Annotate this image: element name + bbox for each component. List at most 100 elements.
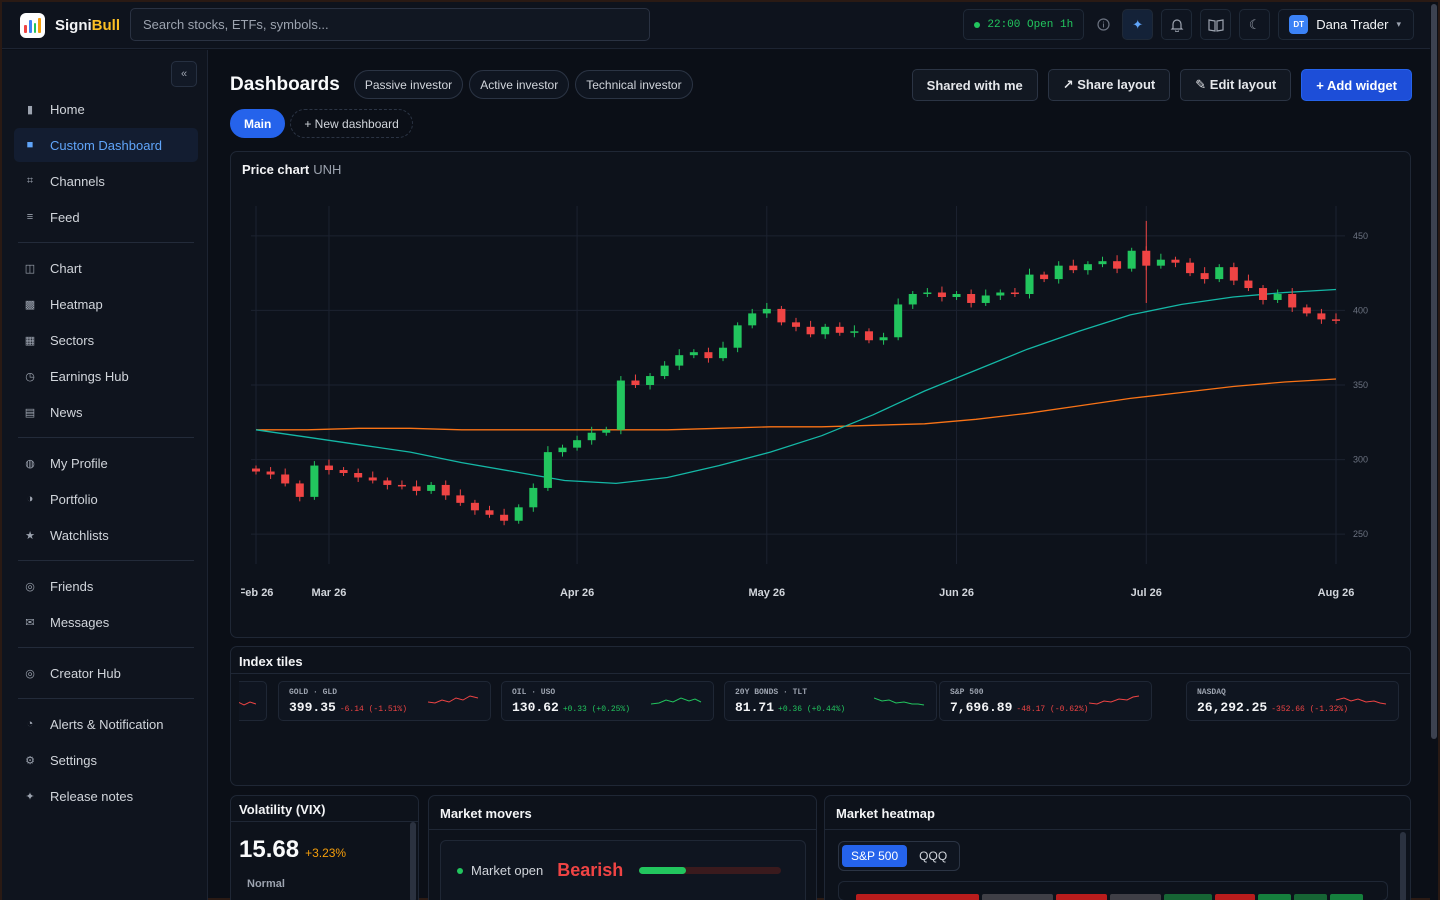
candle-body bbox=[1156, 259, 1165, 266]
candle-body bbox=[339, 470, 348, 474]
heatmap-cell[interactable] bbox=[1330, 894, 1363, 900]
collapse-sidebar-button[interactable]: « bbox=[171, 61, 197, 87]
sidebar-item-messages[interactable]: ✉ Messages bbox=[14, 605, 198, 639]
sentiment-bar bbox=[639, 867, 782, 874]
candle-body bbox=[646, 376, 655, 385]
candle-body bbox=[1127, 250, 1136, 269]
candle-body bbox=[806, 326, 815, 335]
sidebar-item-friends[interactable]: ◎ Friends bbox=[14, 569, 198, 603]
candle-body bbox=[937, 292, 946, 297]
logo-icon bbox=[20, 13, 45, 38]
sidebar-item-watchlists[interactable]: ★ Watchlists bbox=[14, 518, 198, 552]
moving-average-teal bbox=[255, 288, 1337, 485]
sidebar-item-label: Settings bbox=[50, 752, 97, 768]
preset-passive-investor[interactable]: Passive investor bbox=[353, 70, 464, 99]
market-open-dot bbox=[457, 867, 463, 874]
price-chart[interactable]: 250 300 350 400 450 Feb 26 Mar 26 Apr 26 May 26 J… bbox=[241, 192, 1401, 632]
settings-gear-icon: ⚙ bbox=[25, 754, 35, 767]
index-tile[interactable]: NASDAQ 26,292.25 -352.66 (-1.32%) bbox=[1186, 681, 1399, 721]
dashboard-icon: ■ bbox=[26, 139, 34, 151]
heatmap-cell[interactable] bbox=[982, 894, 1053, 900]
sparkline-icon bbox=[874, 697, 925, 706]
market-time-text: 22:00 Open 1h bbox=[987, 18, 1074, 31]
sidebar-item-earnings-hub[interactable]: ◷ Earnings Hub bbox=[14, 359, 198, 393]
sidebar-item-creator-hub[interactable]: ◎ Creator Hub bbox=[14, 656, 198, 690]
preset-technical-investor[interactable]: Technical investor bbox=[575, 70, 693, 99]
candle-body bbox=[441, 484, 450, 496]
heatmap-scrollbar[interactable] bbox=[1400, 832, 1406, 900]
vix-scrollbar[interactable] bbox=[410, 822, 416, 900]
heatmap-cell[interactable] bbox=[1215, 894, 1255, 900]
share-layout-button[interactable]: ↗ Share layout bbox=[1047, 69, 1171, 101]
heatmap-option-sp500[interactable]: S&P 500 bbox=[842, 845, 908, 867]
info-icon[interactable] bbox=[1092, 9, 1114, 40]
sidebar-item-sectors[interactable]: ▦ Sectors bbox=[14, 323, 198, 357]
sidebar-item-release-notes[interactable]: ✦ Release notes bbox=[14, 779, 198, 813]
book-icon[interactable] bbox=[1200, 9, 1232, 40]
sidebar-item-alerts-notification[interactable]: ◔ Alerts & Notification bbox=[14, 707, 198, 741]
candle-body bbox=[1113, 261, 1122, 269]
tile-name: S&P 500 bbox=[950, 688, 984, 697]
sidebar-item-portfolio[interactable]: ◑ Portfolio bbox=[14, 482, 198, 516]
candle-body bbox=[543, 452, 552, 488]
heatmap-cell[interactable] bbox=[1294, 894, 1327, 900]
shared-with-me-button[interactable]: Shared with me bbox=[911, 69, 1038, 101]
release-notes-icon: ✦ bbox=[25, 790, 35, 803]
sidebar-item-home[interactable]: ▮ Home bbox=[14, 92, 198, 126]
search-input[interactable]: Search stocks, ETFs, symbols... bbox=[130, 8, 650, 41]
candle-body bbox=[1317, 313, 1326, 320]
market-sentiment: Bearish bbox=[557, 860, 624, 880]
index-tile[interactable]: S&P 500 7,696.89 -48.17 (-0.62%) bbox=[939, 681, 1152, 721]
user-menu[interactable]: DT Dana Trader ▾ bbox=[1278, 9, 1414, 40]
candle-body bbox=[1200, 273, 1209, 280]
heatmap-cell[interactable] bbox=[856, 894, 979, 900]
page-scrollbar[interactable] bbox=[1430, 2, 1438, 900]
sentiment-bar-fill bbox=[639, 867, 687, 874]
bell-icon[interactable] bbox=[1161, 9, 1193, 40]
sidebar-item-feed[interactable]: ≡ Feed bbox=[14, 200, 198, 234]
candle-body bbox=[1040, 274, 1049, 280]
sidebar-item-chart[interactable]: ◫ Chart bbox=[14, 251, 198, 285]
sidebar-item-label: Sectors bbox=[50, 332, 95, 348]
vix-title: Volatility (VIX) bbox=[239, 802, 326, 817]
heatmap-cell[interactable] bbox=[1056, 894, 1107, 900]
sidebar-item-channels[interactable]: ⌗ Channels bbox=[14, 164, 198, 198]
moon-icon[interactable]: ☾ bbox=[1239, 9, 1271, 40]
heatmap-cell[interactable] bbox=[1258, 894, 1291, 900]
new-dashboard-button[interactable]: + New dashboard bbox=[290, 109, 413, 138]
ai-sparkle-icon[interactable]: ✦ bbox=[1122, 9, 1154, 40]
sidebar-item-label: Creator Hub bbox=[50, 665, 121, 681]
index-tile[interactable]: OIL · USO 130.62 +0.33 (+0.25%) bbox=[501, 681, 714, 721]
index-tile[interactable]: 20Y BONDS · TLT 81.71 +0.36 (+0.44%) bbox=[724, 681, 937, 721]
sidebar-item-label: Earnings Hub bbox=[50, 368, 129, 384]
sidebar-item-my-profile[interactable]: ◍ My Profile bbox=[14, 446, 198, 480]
edit-layout-button[interactable]: ✎ Edit layout bbox=[1180, 69, 1292, 101]
heatmap-option-qqq[interactable]: QQQ bbox=[919, 849, 948, 863]
heatmap-cell[interactable] bbox=[1110, 894, 1161, 900]
tile-change: +0.33 (+0.25%) bbox=[562, 705, 631, 714]
heatmap-cell[interactable] bbox=[1164, 894, 1212, 900]
price-chart-panel: Price chart UNH 250 300 350 400 450 Feb 26 Mar … bbox=[230, 151, 1411, 638]
app-name: SigniBull bbox=[55, 17, 121, 34]
tile-value: 81.71 +0.36 (+0.44%) bbox=[735, 700, 846, 715]
add-widget-button[interactable]: + Add widget bbox=[1301, 69, 1412, 101]
sidebar-item-news[interactable]: ▤ News bbox=[14, 395, 198, 429]
sidebar-item-label: Chart bbox=[50, 260, 82, 276]
sidebar-divider bbox=[18, 698, 194, 699]
sidebar-item-custom-dashboard[interactable]: ■ Custom Dashboard bbox=[14, 128, 198, 162]
sidebar-item-settings[interactable]: ⚙ Settings bbox=[14, 743, 198, 777]
heatmap-index-toggle: S&P 500 QQQ bbox=[838, 841, 961, 871]
logo[interactable]: SigniBull bbox=[20, 13, 120, 38]
preset-active-investor[interactable]: Active investor bbox=[469, 70, 570, 99]
index-tile[interactable]: GOLD · GLD 399.35 -6.14 (-1.51%) bbox=[278, 681, 491, 721]
candle-body bbox=[266, 471, 275, 475]
sidebar: « ▮ Home ■ Custom Dashboard ⌗ Channels ≡ Feed ◫ C… bbox=[2, 50, 208, 900]
tab-main[interactable]: Main bbox=[230, 109, 286, 138]
candle-body bbox=[529, 487, 538, 508]
candle-body bbox=[1215, 267, 1224, 280]
candle-body bbox=[631, 380, 640, 385]
sidebar-item-heatmap[interactable]: ▩ Heatmap bbox=[14, 287, 198, 321]
index-tile-partial[interactable] bbox=[239, 681, 267, 721]
page-scrollbar-thumb[interactable] bbox=[1431, 4, 1437, 739]
y-tick-label: 250 bbox=[1353, 529, 1368, 539]
